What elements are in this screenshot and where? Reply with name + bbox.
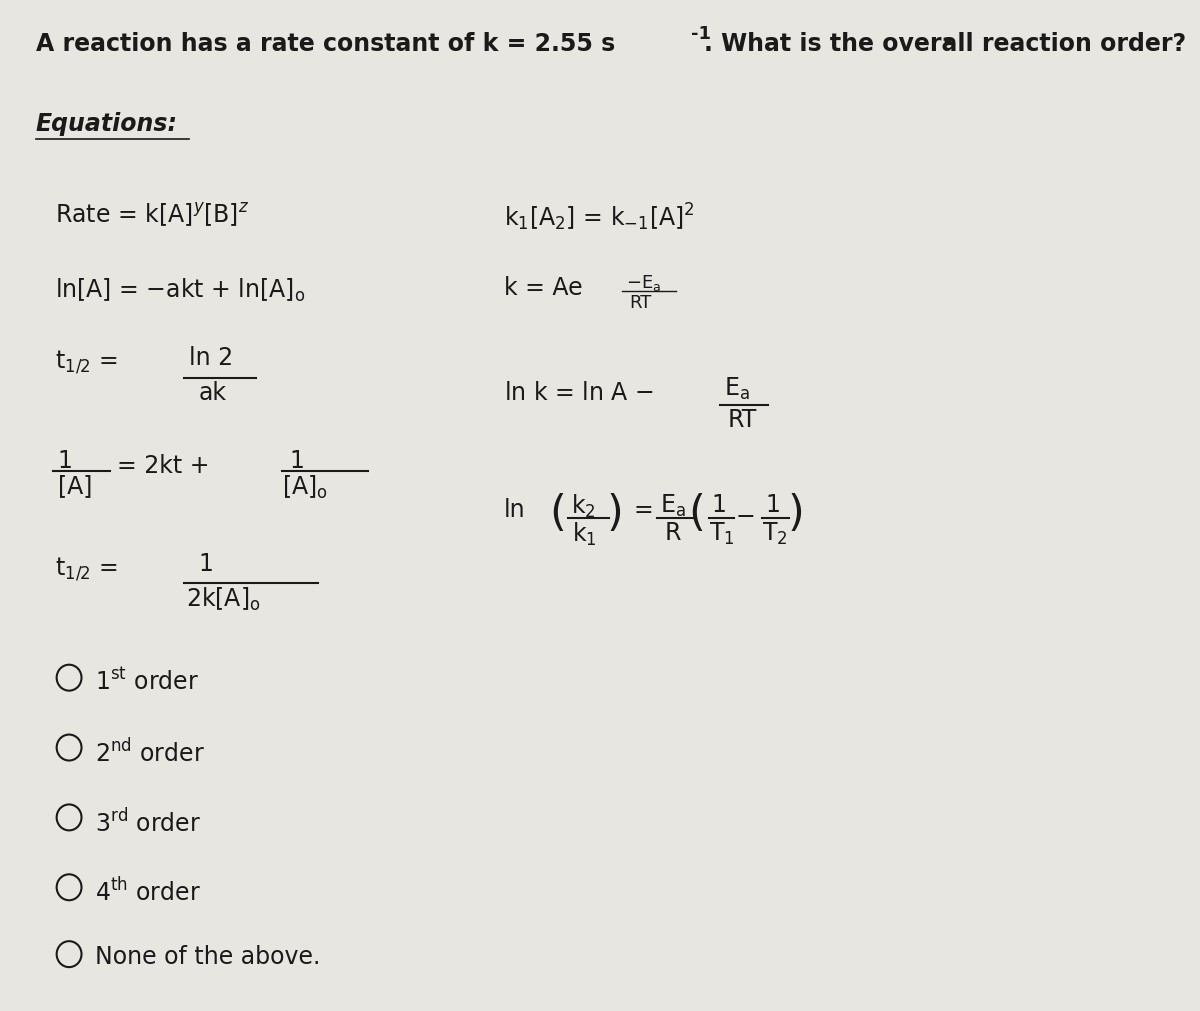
Text: $-$: $-$ xyxy=(736,502,755,527)
Text: Equations:: Equations: xyxy=(36,111,178,135)
Text: $-$E$_{\mathrm{a}}$: $-$E$_{\mathrm{a}}$ xyxy=(626,273,661,293)
Text: 1: 1 xyxy=(766,492,780,517)
Text: 3$^{\mathrm{rd}}$ order: 3$^{\mathrm{rd}}$ order xyxy=(95,808,202,836)
Text: RT: RT xyxy=(629,294,652,312)
Text: R: R xyxy=(665,521,682,545)
Text: ln[A] = $-$akt + ln[A]$_{\mathrm{o}}$: ln[A] = $-$akt + ln[A]$_{\mathrm{o}}$ xyxy=(55,276,305,303)
Text: ln k = ln A $-$: ln k = ln A $-$ xyxy=(504,381,654,404)
Text: k$_{1}$[A$_{2}$] = k$_{-1}$[A]$^{2}$: k$_{1}$[A$_{2}$] = k$_{-1}$[A]$^{2}$ xyxy=(504,201,695,233)
Text: 1: 1 xyxy=(198,551,214,575)
Text: 4$^{\mathrm{th}}$ order: 4$^{\mathrm{th}}$ order xyxy=(95,878,200,906)
Text: 1: 1 xyxy=(58,449,72,472)
Text: A reaction has a rate constant of k = 2.55 s: A reaction has a rate constant of k = 2.… xyxy=(36,32,614,56)
Text: 1$^{\mathrm{st}}$ order: 1$^{\mathrm{st}}$ order xyxy=(95,668,199,695)
Text: . What is the overall reaction order?: . What is the overall reaction order? xyxy=(704,32,1186,56)
Text: k = Ae: k = Ae xyxy=(504,276,583,300)
Text: ): ) xyxy=(788,492,805,535)
Text: ak: ak xyxy=(198,381,226,404)
Text: -1: -1 xyxy=(691,25,712,42)
Text: T$_{1}$: T$_{1}$ xyxy=(709,521,734,547)
Text: [A]: [A] xyxy=(58,473,92,497)
Text: E$_{\mathrm{a}}$: E$_{\mathrm{a}}$ xyxy=(724,376,750,402)
Text: [A]$_{\mathrm{o}}$: [A]$_{\mathrm{o}}$ xyxy=(282,473,329,500)
Text: Rate = k[A]$^{y}$[B]$^{z}$: Rate = k[A]$^{y}$[B]$^{z}$ xyxy=(55,201,250,229)
Text: 1: 1 xyxy=(712,492,726,517)
Text: RT: RT xyxy=(727,407,757,432)
Text: (: ( xyxy=(689,492,706,535)
Text: k$_{2}$: k$_{2}$ xyxy=(571,492,595,520)
Text: =: = xyxy=(634,497,653,522)
Text: E$_{\mathrm{a}}$: E$_{\mathrm{a}}$ xyxy=(660,492,685,519)
Text: (: ( xyxy=(550,492,565,535)
Text: T$_{2}$: T$_{2}$ xyxy=(762,521,787,547)
Text: k$_{1}$: k$_{1}$ xyxy=(572,521,596,548)
Text: •: • xyxy=(940,32,954,56)
Text: ln: ln xyxy=(504,497,526,522)
Text: ln 2: ln 2 xyxy=(188,346,233,370)
Text: t$_{1/2}$ =: t$_{1/2}$ = xyxy=(55,555,118,582)
Text: t$_{1/2}$ =: t$_{1/2}$ = xyxy=(55,349,118,376)
Text: 2k[A]$_{\mathrm{o}}$: 2k[A]$_{\mathrm{o}}$ xyxy=(186,585,260,613)
Text: = 2kt +: = 2kt + xyxy=(116,454,209,477)
Text: None of the above.: None of the above. xyxy=(95,944,320,969)
Text: 1: 1 xyxy=(289,449,304,472)
Text: ): ) xyxy=(606,492,623,535)
Text: 2$^{\mathrm{nd}}$ order: 2$^{\mathrm{nd}}$ order xyxy=(95,738,205,766)
